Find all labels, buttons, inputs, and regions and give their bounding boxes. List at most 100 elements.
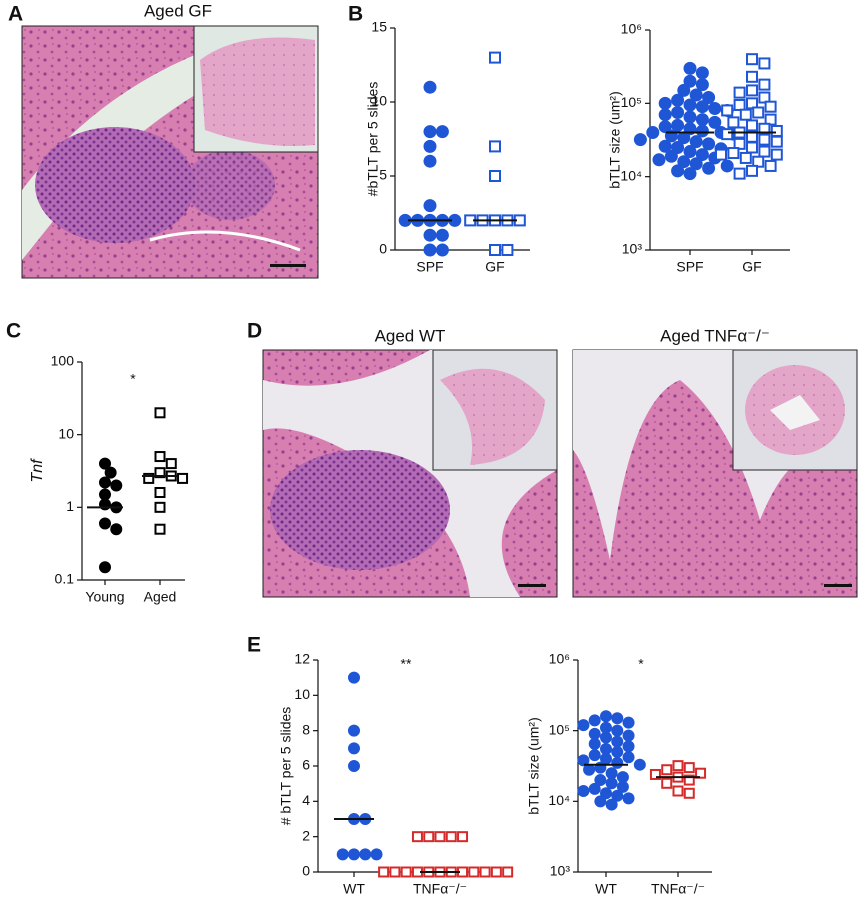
data-point bbox=[445, 831, 457, 843]
x-tick-label: SPF bbox=[416, 259, 443, 275]
data-point bbox=[605, 767, 618, 780]
data-point bbox=[611, 735, 624, 748]
data-point bbox=[708, 115, 722, 129]
data-point bbox=[154, 467, 166, 479]
data-point bbox=[652, 153, 666, 167]
data-point bbox=[104, 466, 117, 479]
y-tick-label: 12 bbox=[294, 651, 310, 667]
panel-label: C bbox=[6, 320, 21, 343]
data-point bbox=[764, 113, 777, 126]
data-point bbox=[434, 831, 446, 843]
data-point bbox=[702, 161, 716, 175]
data-point bbox=[683, 110, 697, 124]
data-point bbox=[501, 244, 514, 256]
data-point bbox=[423, 139, 437, 153]
data-point bbox=[479, 866, 491, 878]
data-point bbox=[758, 133, 771, 146]
data-point bbox=[423, 243, 437, 257]
data-point bbox=[348, 848, 360, 861]
data-point bbox=[683, 167, 697, 181]
data-point bbox=[658, 139, 672, 153]
data-point bbox=[99, 457, 111, 470]
data-point bbox=[400, 866, 412, 878]
data-point bbox=[577, 754, 590, 767]
data-point bbox=[583, 763, 596, 776]
data-point bbox=[389, 866, 401, 878]
data-point bbox=[683, 762, 695, 774]
data-point bbox=[605, 777, 618, 790]
data-point bbox=[720, 159, 734, 173]
data-point bbox=[683, 774, 695, 786]
y-tick-label: 4 bbox=[302, 792, 310, 808]
data-point bbox=[683, 74, 697, 88]
data-point bbox=[672, 760, 684, 772]
data-point bbox=[577, 719, 590, 732]
data-point bbox=[411, 831, 423, 843]
data-point bbox=[611, 724, 624, 737]
data-point bbox=[600, 710, 612, 723]
data-point bbox=[721, 104, 734, 117]
x-tick-label: GF bbox=[742, 259, 761, 275]
data-point bbox=[423, 80, 437, 94]
data-point bbox=[714, 148, 727, 161]
histology-image bbox=[21, 25, 319, 279]
data-point bbox=[733, 86, 746, 99]
data-point bbox=[727, 147, 740, 160]
y-tick-label: 5 bbox=[379, 167, 387, 183]
data-point bbox=[633, 133, 647, 147]
data-point bbox=[764, 100, 777, 113]
data-point bbox=[622, 729, 635, 742]
data-point bbox=[677, 83, 691, 97]
y-tick-label: 10³ bbox=[622, 241, 643, 257]
y-tick-label: 10⁴ bbox=[548, 792, 570, 808]
data-point bbox=[702, 91, 716, 105]
y-tick-label: 0.1 bbox=[55, 571, 75, 587]
data-point bbox=[683, 122, 697, 136]
data-point bbox=[702, 137, 716, 151]
data-point bbox=[616, 771, 629, 784]
data-point bbox=[633, 758, 646, 771]
data-point bbox=[758, 57, 771, 70]
data-point bbox=[99, 517, 111, 530]
data-point bbox=[721, 128, 734, 141]
data-point bbox=[661, 764, 673, 776]
data-point bbox=[99, 476, 111, 489]
y-axis-label: # bTLT per 5 slides bbox=[278, 707, 294, 826]
x-tick-label: SPF bbox=[676, 259, 703, 275]
data-point bbox=[457, 831, 469, 843]
data-point bbox=[758, 91, 771, 104]
data-point bbox=[502, 866, 514, 878]
data-point bbox=[594, 774, 607, 787]
data-point bbox=[435, 243, 449, 257]
y-tick-label: 10⁵ bbox=[621, 94, 642, 110]
data-point bbox=[739, 108, 752, 121]
y-tick-label: 100 bbox=[51, 353, 75, 369]
data-point bbox=[671, 164, 685, 178]
data-point bbox=[739, 151, 752, 164]
data-point bbox=[733, 98, 746, 111]
data-point bbox=[611, 756, 624, 769]
y-tick-label: 10⁵ bbox=[549, 721, 570, 737]
panel-label: E bbox=[247, 634, 261, 657]
data-point bbox=[689, 135, 703, 149]
x-tick-label: WT bbox=[343, 881, 365, 897]
data-point bbox=[683, 145, 697, 159]
data-point bbox=[658, 120, 672, 134]
data-point bbox=[752, 155, 765, 168]
data-point bbox=[770, 148, 783, 161]
data-point bbox=[671, 93, 685, 107]
panel-label: A bbox=[8, 3, 23, 26]
data-point bbox=[154, 407, 166, 419]
data-point bbox=[110, 479, 123, 492]
data-point bbox=[758, 145, 771, 158]
data-point bbox=[588, 749, 601, 762]
data-point bbox=[733, 167, 746, 180]
data-point bbox=[489, 170, 501, 182]
data-point bbox=[746, 141, 758, 154]
data-point bbox=[154, 523, 166, 535]
data-point bbox=[423, 199, 437, 213]
data-point bbox=[489, 51, 501, 64]
data-point bbox=[600, 743, 612, 756]
data-point bbox=[695, 148, 709, 162]
